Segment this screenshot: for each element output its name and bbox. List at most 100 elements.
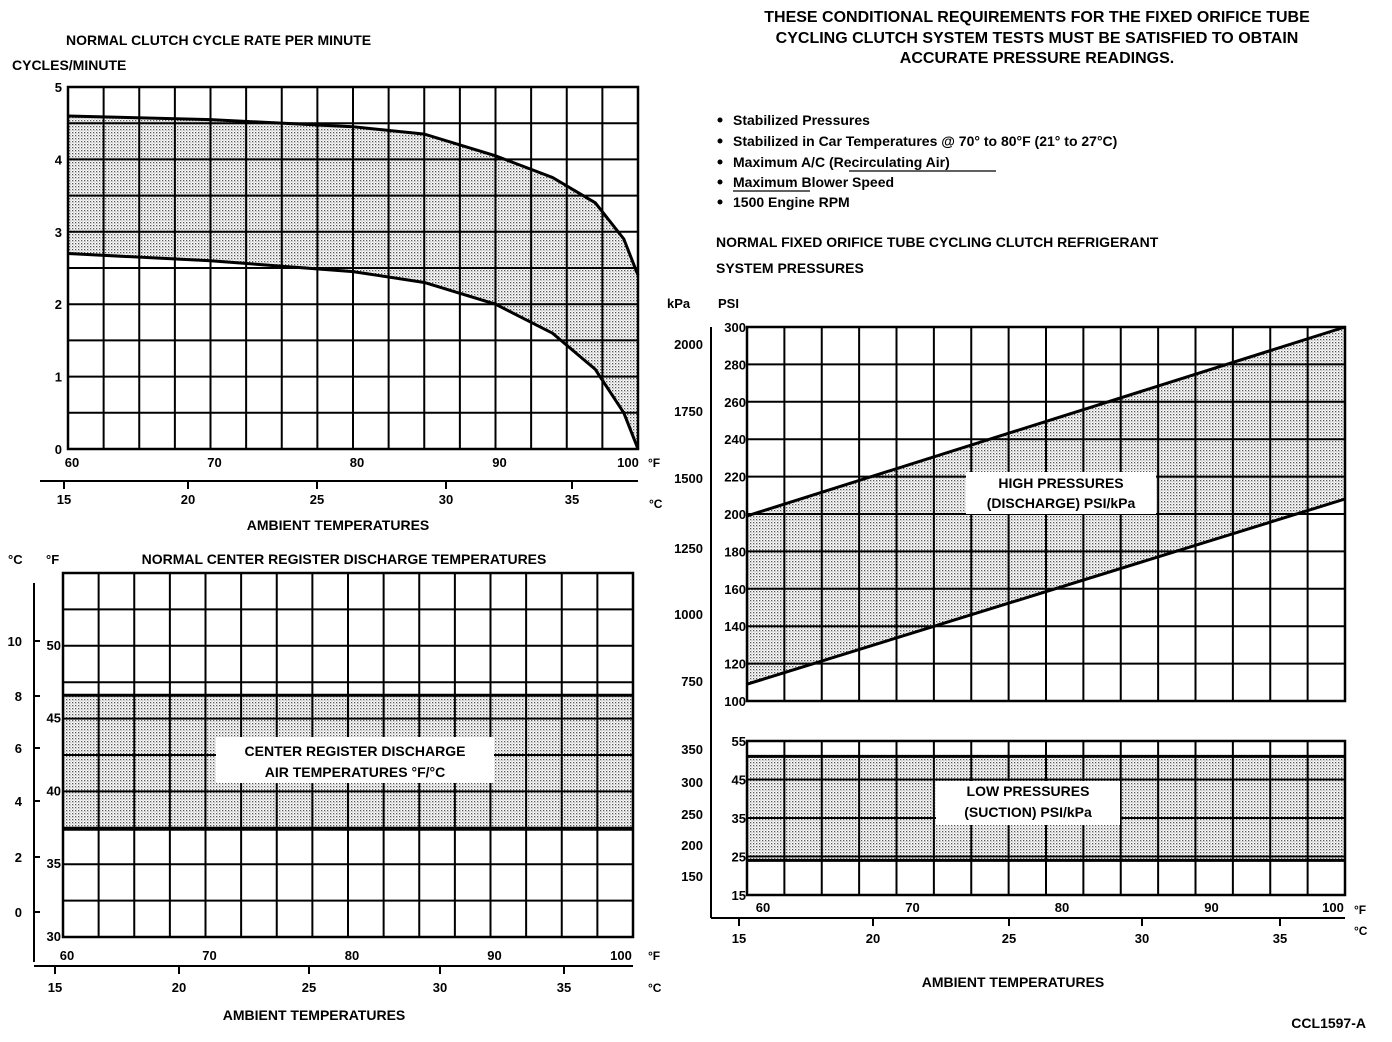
c-unit-marker: °C	[649, 497, 663, 511]
y-tick-label-f: 40	[47, 783, 61, 798]
x-unit-f: °F	[1354, 903, 1366, 917]
y-tick-label-c: 0	[15, 905, 22, 920]
header-line-1: THESE CONDITIONAL REQUIREMENTS FOR THE F…	[764, 9, 1310, 26]
y-tick-label-psi: 220	[724, 470, 746, 485]
discharge-temp-chart: NORMAL CENTER REGISTER DISCHARGE TEMPERA…	[8, 551, 662, 1023]
system-pressure-charts: NORMAL FIXED ORIFICE TUBE CYCLING CLUTCH…	[649, 234, 1368, 990]
plot-frame	[66, 85, 640, 451]
y-unit-c: °C	[8, 552, 23, 567]
chart-title: NORMAL CLUTCH CYCLE RATE PER MINUTE	[66, 32, 371, 48]
y-tick-label-kpa: 1500	[674, 471, 703, 486]
x-axis-label: AMBIENT TEMPERATURES	[922, 974, 1105, 990]
band-label: LOW PRESSURES	[967, 783, 1090, 799]
x-tick-label-c: 30	[439, 492, 453, 507]
x-tick-label-c: 30	[433, 980, 447, 995]
x-tick-label-c: 35	[1273, 931, 1287, 946]
x-tick-label-c: 25	[310, 492, 324, 507]
y-tick-label-psi: 300	[724, 320, 746, 335]
x-unit-c: °C	[648, 981, 662, 995]
band-label: (DISCHARGE) PSI/kPa	[987, 495, 1136, 511]
y-tick-label-c: 8	[15, 689, 22, 704]
y-tick-label-kpa: 350	[681, 742, 703, 757]
plot-frame	[745, 739, 1347, 897]
upper-limit-line	[746, 325, 1346, 518]
requirement-item: Stabilized Pressures	[733, 112, 870, 128]
lower-limit-curve	[67, 252, 640, 450]
y-tick-label-kpa: 150	[681, 869, 703, 884]
y-tick-label-kpa: 250	[681, 807, 703, 822]
x-unit-f: °F	[648, 456, 660, 470]
requirements-list: Stabilized Pressures Stabilized in Car T…	[717, 112, 1117, 210]
y-tick-label: 0	[55, 442, 62, 457]
x-tick-label-f: 70	[202, 948, 216, 963]
y-tick-label-f: 30	[47, 929, 61, 944]
x-tick-label-f: 90	[492, 455, 506, 470]
plot-frame	[61, 571, 635, 939]
x-tick-label-c: 35	[557, 980, 571, 995]
chart-title-line-2: SYSTEM PRESSURES	[716, 260, 864, 276]
band-label: AIR TEMPERATURES °F/°C	[265, 764, 446, 780]
y-tick-label-kpa: 300	[681, 775, 703, 790]
y-tick-label-f: 35	[47, 856, 61, 871]
y-tick-label-psi: 100	[724, 694, 746, 709]
band-label-bg	[216, 737, 494, 783]
x-unit-c: °C	[1354, 924, 1368, 938]
x-tick-label-c: 15	[732, 931, 746, 946]
y-tick-label-c: 10	[8, 634, 22, 649]
y-tick-label-psi: 260	[724, 395, 746, 410]
header-line-3: ACCURATE PRESSURE READINGS.	[900, 50, 1174, 67]
x-tick-label-c: 15	[57, 492, 71, 507]
y-tick-label-psi: 15	[732, 888, 746, 903]
bullet-icon	[717, 138, 723, 144]
y-tick-label-f: 45	[47, 711, 61, 726]
y-tick-label-kpa: 750	[681, 674, 703, 689]
x-tick-label-f: 90	[1204, 900, 1218, 915]
header-line-2: CYCLING CLUTCH SYSTEM TESTS MUST BE SATI…	[776, 30, 1299, 47]
x-tick-label-f: 60	[65, 455, 79, 470]
x-tick-label-c: 15	[48, 980, 62, 995]
x-tick-label-f: 90	[487, 948, 501, 963]
upper-limit-curve	[67, 114, 640, 276]
lower-limit-line	[746, 497, 1346, 686]
x-tick-label-f: 70	[207, 455, 221, 470]
x-tick-label-c: 25	[302, 980, 316, 995]
y-tick-label: 3	[55, 225, 62, 240]
plot-frame	[745, 325, 1347, 703]
figure-code: CCL1597-A	[1291, 1015, 1366, 1031]
bullet-icon	[717, 117, 723, 123]
y-tick-label-psi: 45	[732, 773, 746, 788]
x-unit-f: °F	[648, 949, 660, 963]
y-tick-label-kpa: 1000	[674, 607, 703, 622]
y-unit-f: °F	[46, 552, 59, 567]
y-tick-label-kpa: 200	[681, 838, 703, 853]
x-tick-label-f: 100	[617, 455, 639, 470]
chart-title-line-1: NORMAL FIXED ORIFICE TUBE CYCLING CLUTCH…	[716, 234, 1159, 250]
x-tick-label-f: 60	[756, 900, 770, 915]
y-tick-label-psi: 55	[732, 734, 746, 749]
y-tick-label-c: 4	[15, 794, 23, 809]
y-tick-label-psi: 35	[732, 811, 746, 826]
y-tick-label-psi: 240	[724, 432, 746, 447]
x-axis-label: AMBIENT TEMPERATURES	[247, 517, 430, 533]
y-tick-label: 5	[55, 80, 62, 95]
band-label: CENTER REGISTER DISCHARGE	[245, 743, 466, 759]
band-label: HIGH PRESSURES	[998, 475, 1123, 491]
y-unit-kpa: kPa	[667, 296, 691, 311]
bullet-icon	[717, 159, 723, 165]
x-tick-label-f: 80	[345, 948, 359, 963]
y-tick-label-c: 6	[15, 741, 22, 756]
y-tick-label-psi: 200	[724, 507, 746, 522]
band-label: (SUCTION) PSI/kPa	[964, 804, 1092, 820]
y-tick-label-psi: 140	[724, 619, 746, 634]
requirement-item: 1500 Engine RPM	[733, 194, 850, 210]
band-label-bg	[966, 472, 1156, 514]
x-tick-label-c: 20	[172, 980, 186, 995]
requirement-item: Stabilized in Car Temperatures @ 70° to …	[733, 133, 1117, 149]
y-tick-label-f: 50	[47, 638, 61, 653]
y-tick-label-psi: 180	[724, 544, 746, 559]
y-tick-label: 4	[55, 152, 63, 167]
x-tick-label-c: 25	[1002, 931, 1016, 946]
x-tick-label-f: 70	[905, 900, 919, 915]
bullet-icon	[717, 199, 723, 205]
